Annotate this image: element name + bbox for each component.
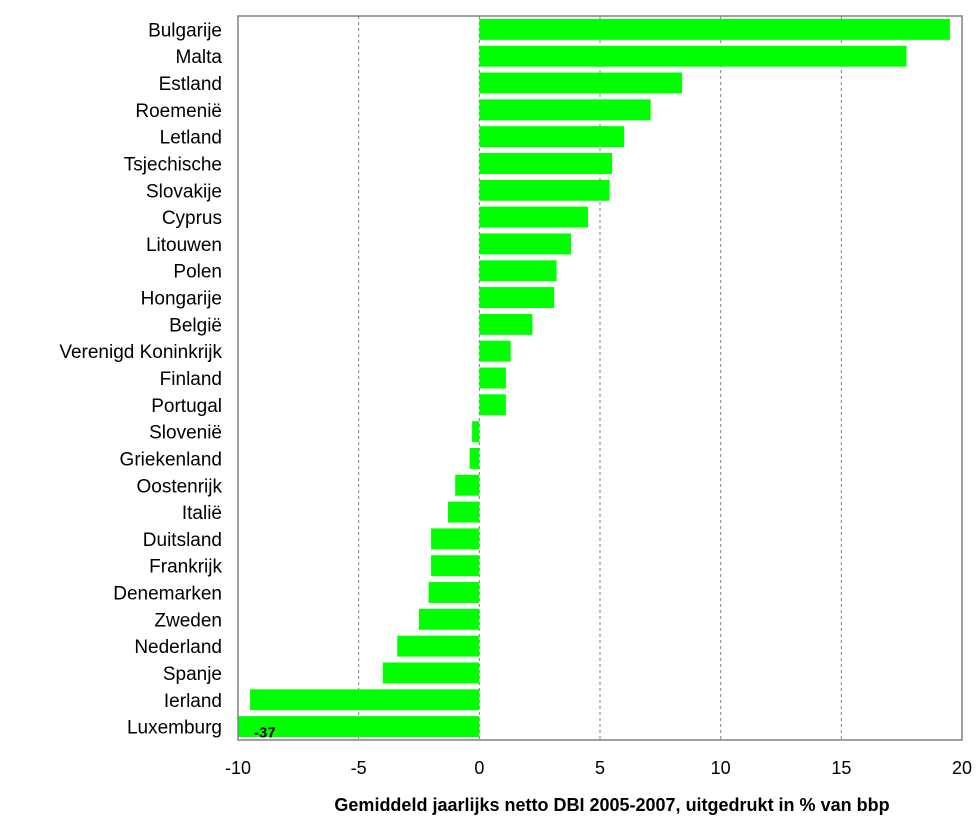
category-label: Slovakije [146,181,222,202]
x-tick-label: 20 [952,758,972,778]
bar [479,45,907,67]
category-label: Tsjechische [124,154,222,175]
bars [238,18,950,738]
grid-lines [358,16,842,740]
bar [238,716,480,738]
bar [479,206,588,228]
data-label: -37 [254,725,276,742]
bar [431,555,480,577]
category-label: Litouwen [146,235,222,256]
category-label: Ierland [164,691,222,712]
bar [419,608,480,630]
category-label: Bulgarije [148,20,222,41]
data-labels: -37 [254,725,276,742]
category-label: Spanje [163,664,222,685]
category-label: Denemarken [113,584,222,605]
bar [447,501,480,523]
category-label: Hongarije [141,289,222,310]
bar [479,287,555,309]
category-label: Luxemburg [127,718,222,739]
bar [455,474,480,496]
bar [479,72,683,94]
category-label: Zweden [154,610,222,631]
bar [397,635,480,657]
bar [431,528,480,550]
category-label: Nederland [134,637,222,658]
category-label: Oostenrijk [136,476,222,497]
bar [479,367,506,389]
category-label: Cyprus [162,208,222,229]
category-label: Italië [182,503,222,524]
bar [382,662,480,684]
bar [472,421,480,443]
bar [479,153,613,174]
category-labels: Bulgarije Malta Estland Roemenië Letland Tsje… [59,20,222,738]
bar [479,313,533,335]
bar [479,260,557,282]
category-label: Finland [160,369,222,390]
category-label: Slovenië [149,423,222,444]
x-axis-title: Gemiddeld jaarlijks netto DBI 2005-2007,… [334,795,889,815]
category-label: Verenigd Koninkrijk [59,342,222,363]
bar [479,340,511,362]
x-tick-label: -10 [225,758,251,778]
x-tick-label: 0 [474,758,484,778]
category-label: Griekenland [120,449,222,470]
bar [428,582,480,603]
category-label: Portugal [151,396,222,417]
bar [479,179,610,201]
bar [469,447,480,469]
category-label: Duitsland [143,530,222,551]
category-label: Frankrijk [149,557,222,578]
bar [479,99,651,121]
bar [479,394,506,416]
category-label: Malta [176,47,223,68]
x-tick-labels: -10 -5 0 5 10 15 20 [225,758,972,778]
plot-area-frame [237,15,963,741]
x-tick-label: 10 [711,758,731,778]
x-tick-label: 15 [831,758,851,778]
category-label: Roemenië [135,101,222,122]
category-label: Letland [160,128,222,149]
x-tick-label: 5 [595,758,605,778]
category-label: Estland [159,74,222,95]
category-label: Polen [173,262,222,283]
category-label: België [169,315,222,336]
bar [479,233,572,255]
bar [250,689,480,711]
x-tick-label: -5 [351,758,367,778]
bar [479,126,625,148]
bar [479,18,950,40]
